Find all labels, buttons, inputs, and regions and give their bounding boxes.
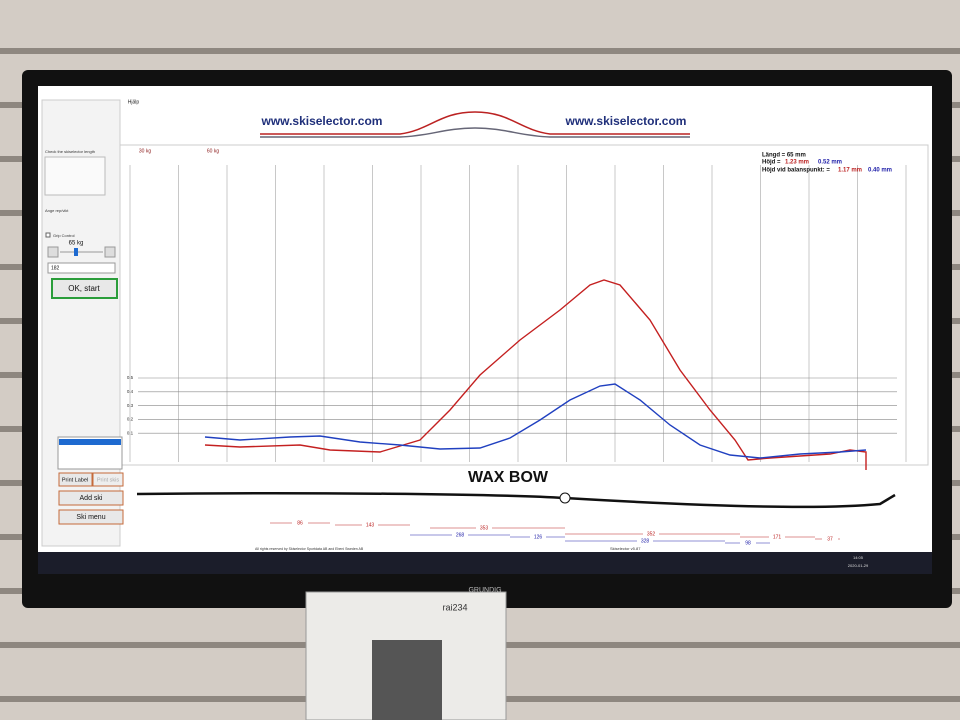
measure-label: 352 [647,531,656,537]
measure-bg [452,532,468,538]
measure-label: 353 [480,525,489,531]
measure-bg [822,536,838,542]
add-ski-button[interactable] [58,490,124,506]
measure-bg [530,534,546,540]
url-right: www.skiselector.com [565,114,687,128]
slider-thumb[interactable] [74,248,78,256]
minus-button[interactable] [47,246,59,258]
url-left: www.skiselector.com [261,114,383,128]
scale-label: 0.2 [127,417,134,422]
ski-menu-button[interactable] [58,509,124,525]
grip-control: Grip Control [53,233,75,238]
clock-date: 2020-01-29 [848,563,869,568]
plus-button[interactable] [104,246,116,258]
check-length: Check the skiselector length [45,149,95,154]
height-label: Höjd = [762,160,781,166]
scale-label: 0.5 [127,375,134,380]
brand: GRUNDIG [468,587,501,594]
print-label-button[interactable] [58,472,93,487]
measure-label: 86 [297,520,303,526]
measure-label: 171 [773,534,782,540]
measure-label: 98 [745,540,751,546]
height-red: 1.23 mm [785,160,809,166]
measure-bg [362,522,378,528]
stand-mount [372,640,442,720]
measure-bg [769,534,785,540]
weight-value: 65 kg [69,241,84,247]
measure-label: 143 [366,522,375,528]
logo-grey [260,127,690,138]
grip-checkbox[interactable] [45,232,51,238]
print-skis: Print skis [97,477,120,483]
ski-menu: Ski menu [76,514,105,521]
balance-label: Höjd vid balanspunkt: = [762,168,830,174]
red-curve [204,279,867,470]
scale-label: 0.4 [127,389,134,394]
height-dropdown[interactable] [47,262,116,274]
menu-item[interactable]: Hjälp [128,99,140,105]
balance-red: 1.17 mm [838,168,862,174]
height-blue: 0.52 mm [818,160,842,166]
ok-button-label: OK, start [68,284,100,293]
balance-blue: 0.40 mm [868,168,892,174]
scale-label: 0.1 [127,430,134,435]
enter-weight: Ange rep/vikt [45,208,69,213]
ski-list-selected[interactable] [59,439,121,445]
length-readout: Längd = 65 mm [762,153,806,159]
measure-bg [740,540,756,546]
print-skis-button[interactable] [92,472,124,487]
measure-label: 126 [534,534,543,540]
clock-time: 14:05 [853,555,864,560]
measure-bg [476,525,492,531]
sticker: rai234 [442,602,467,612]
measure-label: 328 [641,538,650,544]
height-value: 182 [51,265,60,271]
blue-curve [204,383,867,459]
length-table [44,156,106,196]
wax-bow: WAX BOW [468,469,549,486]
print-label: Print Label [62,477,88,483]
taskbar [38,552,932,574]
measure-bg [292,520,308,526]
balance-point [559,492,571,504]
weight-label: 30 kg [139,148,151,154]
graph-area [116,144,929,466]
logo-red [260,111,690,135]
add-ski: Add ski [80,495,103,502]
measure-label: 268 [456,532,465,538]
copyright: All rights reserved by Skiselector Sport… [255,547,364,551]
measure-bg [637,538,653,544]
measure-label: 37 [827,536,833,542]
version: Skiselector v5.87 [610,546,641,551]
ok-button[interactable] [51,278,118,299]
scale-label: 0.3 [127,403,134,408]
weight-label: 60 kg [207,148,219,154]
measure-bg [643,531,659,537]
